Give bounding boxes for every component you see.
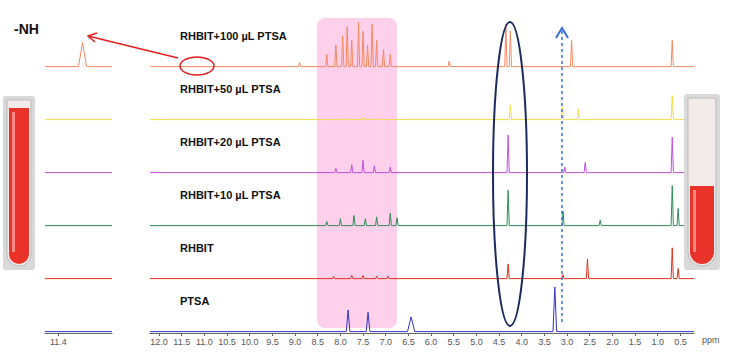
svg-text:RHBIT+20 µL PTSA: RHBIT+20 µL PTSA	[180, 136, 281, 148]
svg-text:PTSA: PTSA	[180, 295, 209, 307]
svg-text:1.0: 1.0	[651, 337, 664, 347]
svg-text:7.0: 7.0	[379, 337, 392, 347]
svg-text:3.5: 3.5	[538, 337, 551, 347]
svg-text:11.0: 11.0	[196, 337, 213, 347]
svg-text:12.0: 12.0	[150, 337, 168, 347]
svg-text:7.5: 7.5	[357, 337, 370, 347]
svg-text:4.5: 4.5	[493, 337, 506, 347]
svg-text:-NH: -NH	[14, 21, 39, 37]
svg-text:8.0: 8.0	[334, 337, 347, 347]
svg-text:2.5: 2.5	[583, 337, 596, 347]
svg-text:1.5: 1.5	[629, 337, 642, 347]
svg-text:10.0: 10.0	[241, 337, 259, 347]
svg-text:5.5: 5.5	[447, 337, 460, 347]
svg-text:RHBIT+100 µL PTSA: RHBIT+100 µL PTSA	[180, 30, 287, 42]
svg-text:RHBIT+50 µL PTSA: RHBIT+50 µL PTSA	[180, 83, 281, 95]
svg-text:2.0: 2.0	[606, 337, 619, 347]
svg-text:9.0: 9.0	[289, 337, 302, 347]
svg-text:9.5: 9.5	[266, 337, 279, 347]
svg-text:10.5: 10.5	[218, 337, 236, 347]
svg-text:6.5: 6.5	[402, 337, 415, 347]
svg-text:8.5: 8.5	[311, 337, 324, 347]
svg-text:11.4: 11.4	[50, 337, 67, 347]
svg-text:6.0: 6.0	[425, 337, 438, 347]
svg-text:RHBIT+10 µL PTSA: RHBIT+10 µL PTSA	[180, 189, 281, 201]
svg-text:ppm: ppm	[702, 335, 720, 345]
svg-text:0.5: 0.5	[674, 337, 687, 347]
svg-text:RHBIT: RHBIT	[180, 242, 214, 254]
svg-text:11.5: 11.5	[173, 337, 190, 347]
svg-text:3.0: 3.0	[561, 337, 574, 347]
svg-text:4.0: 4.0	[515, 337, 528, 347]
svg-text:5.0: 5.0	[470, 337, 483, 347]
